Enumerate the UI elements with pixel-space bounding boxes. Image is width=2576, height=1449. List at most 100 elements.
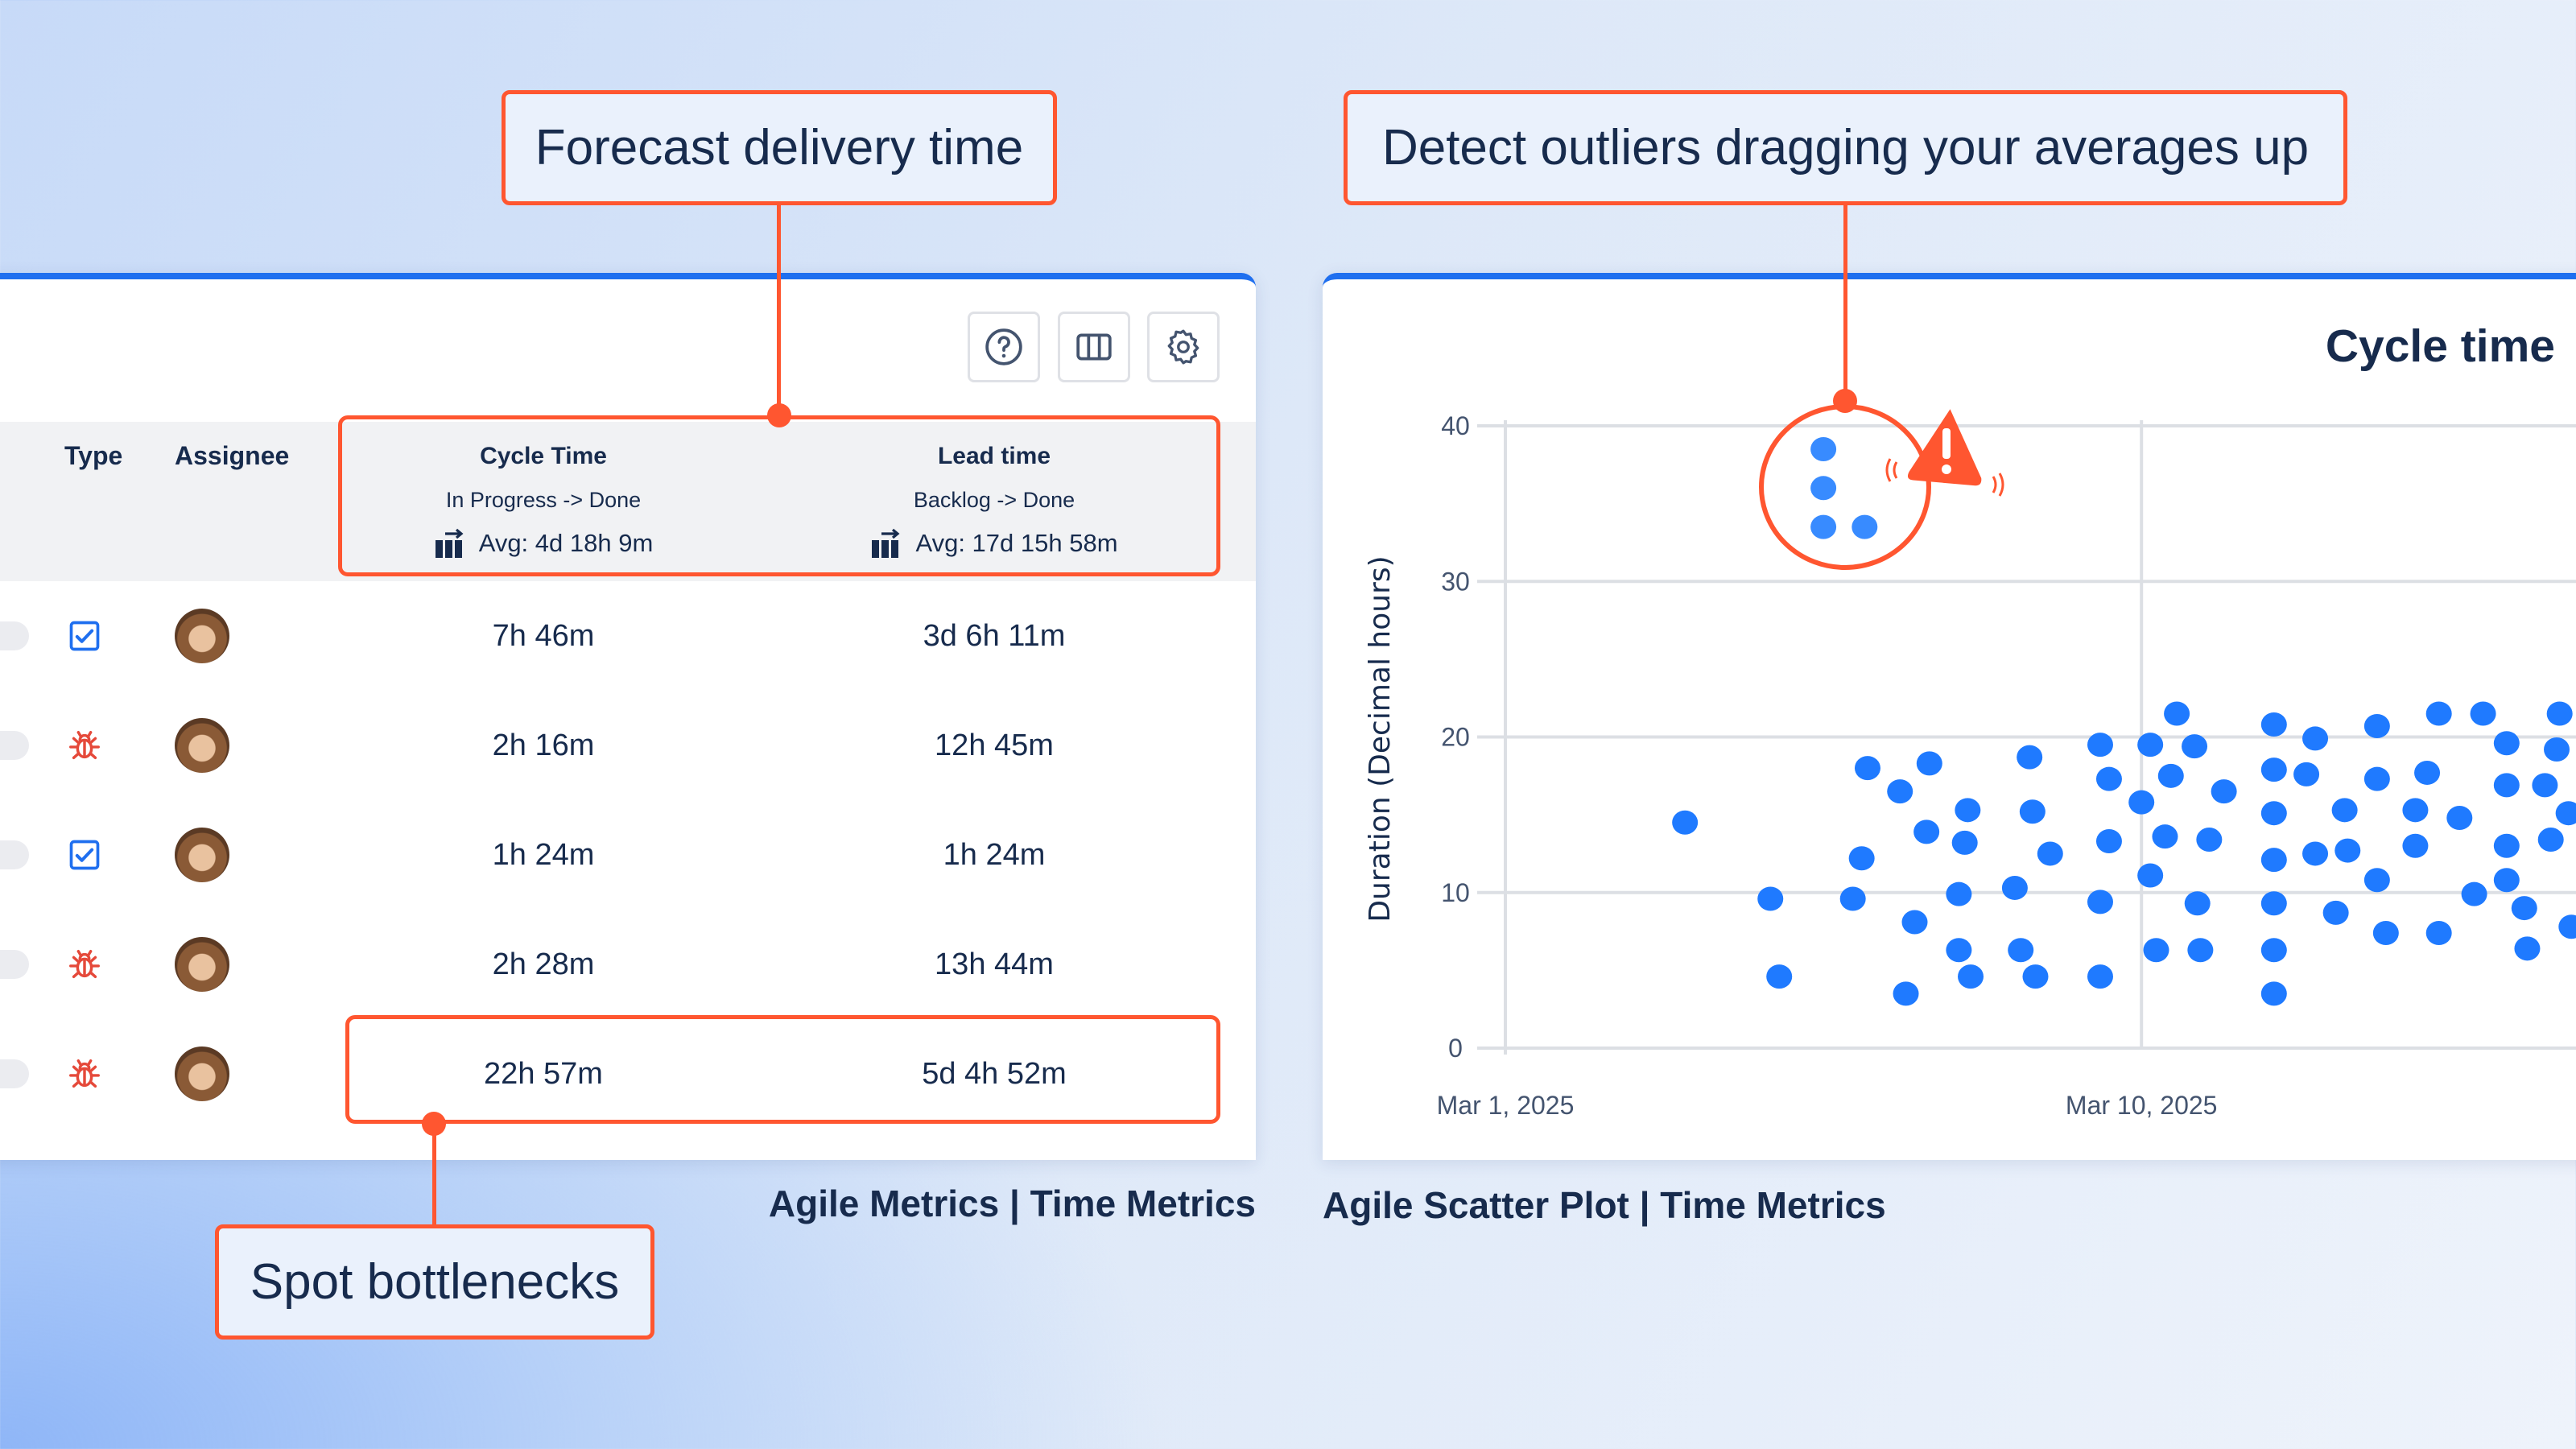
y-tick-label: 0 — [1448, 1034, 1463, 1063]
table-caption: Agile Metrics | Time Metrics — [768, 1183, 1256, 1224]
assignee-avatar[interactable] — [175, 718, 229, 773]
lead-time-cell: 1h 24m — [943, 837, 1046, 872]
data-point — [2363, 713, 2390, 738]
warning-dot — [1942, 464, 1951, 474]
time-columns-highlight — [338, 415, 1220, 576]
data-point — [2260, 758, 2287, 782]
assignee-avatar[interactable] — [175, 609, 229, 663]
row-toggle[interactable] — [0, 950, 29, 979]
outliers-callout: Detect outliers dragging your averages u… — [1344, 90, 2347, 205]
columns-button[interactable] — [1058, 312, 1130, 382]
lead-time-column-header[interactable]: Lead time Backlog -> Done Avg: 17d 15h 5… — [769, 441, 1220, 559]
data-point — [2187, 938, 2214, 963]
bottlenecks-callout: Spot bottlenecks — [215, 1224, 654, 1340]
lead-time-cell: 13h 44m — [935, 947, 1054, 981]
data-point — [1672, 810, 1699, 835]
data-point — [2461, 881, 2487, 906]
cycle-time-column-header[interactable]: Cycle Time In Progress -> Done Avg: 4d 1… — [318, 441, 769, 559]
data-point — [2546, 701, 2573, 726]
data-point — [2425, 920, 2452, 945]
x-tick-label: Mar 10, 2025 — [2066, 1091, 2218, 1120]
bottlenecks-connector — [432, 1124, 436, 1227]
data-point — [2260, 891, 2287, 916]
task-checkbox-icon — [69, 621, 100, 651]
type-cell — [60, 691, 109, 800]
data-point — [2087, 733, 2113, 758]
y-tick-label: 40 — [1441, 411, 1470, 440]
row-toggle[interactable] — [0, 621, 29, 650]
cycle-time-cell: 2h 28m — [492, 947, 595, 981]
slow-row-highlight — [345, 1015, 1220, 1124]
bug-icon — [69, 1059, 100, 1088]
y-axis-label: Duration (Decimal hours) — [1364, 555, 1397, 922]
cycle-time-cell: 22h 57m — [484, 1056, 603, 1091]
row-toggle[interactable] — [0, 731, 29, 760]
assignee-avatar[interactable] — [175, 828, 229, 882]
data-point — [2555, 801, 2576, 826]
time-metrics-table-panel: Type Assignee Cycle Time In Progress -> … — [0, 273, 1256, 1160]
cycle-time-average: Avg: 4d 18h 9m — [478, 529, 654, 557]
data-point — [2260, 938, 2287, 963]
data-point — [1848, 846, 1875, 871]
y-tick-label: 20 — [1441, 723, 1470, 752]
data-point — [2095, 828, 2122, 853]
type-column-header: Type — [64, 441, 123, 470]
chart-title: Cycle time — [2325, 320, 2555, 372]
data-point — [1913, 819, 1940, 844]
average-chart-icon — [435, 528, 464, 558]
data-point — [2143, 938, 2169, 963]
data-point — [1946, 938, 1972, 963]
outliers-connector-dot — [1833, 389, 1857, 413]
table-row[interactable]: 1h 24m 1h 24m — [0, 800, 1256, 910]
data-point — [2211, 779, 2237, 804]
cycle-time-title: Cycle Time — [480, 443, 607, 469]
bottlenecks-connector-dot — [422, 1112, 446, 1136]
data-point — [1916, 751, 1942, 776]
data-point — [2164, 701, 2190, 726]
data-point — [2184, 891, 2211, 916]
settings-button[interactable] — [1147, 312, 1220, 382]
outlier-point — [1810, 514, 1837, 539]
lead-time-average: Avg: 17d 15h 58m — [915, 529, 1118, 557]
row-toggle[interactable] — [0, 840, 29, 869]
assignee-avatar[interactable] — [175, 937, 229, 992]
chart-caption: Agile Scatter Plot | Time Metrics — [1323, 1184, 1886, 1226]
type-cell — [60, 910, 109, 1019]
data-point — [2363, 868, 2390, 893]
outlier-point — [1810, 476, 1837, 501]
data-point — [2137, 733, 2164, 758]
data-point — [2532, 773, 2558, 798]
outlier-point — [1852, 514, 1878, 539]
data-point — [2414, 760, 2441, 785]
data-point — [1901, 910, 1928, 935]
data-point — [2493, 833, 2520, 858]
cycle-time-cell: 7h 46m — [492, 618, 595, 653]
data-point — [2544, 737, 2570, 762]
cycle-time-transition: In Progress -> Done — [445, 488, 642, 512]
data-point — [2302, 841, 2329, 866]
table-row[interactable]: 2h 16m 12h 45m — [0, 691, 1256, 800]
data-point — [2128, 790, 2155, 815]
warning-mark — [1942, 428, 1951, 459]
row-toggle[interactable] — [0, 1059, 29, 1088]
assignee-column-header: Assignee — [175, 441, 290, 470]
data-point — [2260, 981, 2287, 1006]
data-point — [1893, 981, 1919, 1006]
data-point — [2293, 762, 2320, 786]
table-row[interactable]: 7h 46m 3d 6h 11m — [0, 581, 1256, 691]
table-row[interactable]: 22h 57m 5d 4h 52m — [0, 1019, 1256, 1129]
data-point — [2037, 841, 2063, 866]
data-point — [1757, 886, 1784, 911]
lead-time-title: Lead time — [937, 443, 1051, 469]
data-point — [2260, 848, 2287, 873]
outliers-connector — [1843, 205, 1847, 398]
data-point — [2493, 773, 2520, 798]
data-point — [2363, 766, 2390, 791]
table-row[interactable]: 2h 28m 13h 44m — [0, 910, 1256, 1019]
data-point — [2511, 896, 2537, 921]
data-point — [2402, 798, 2429, 823]
data-point — [2537, 828, 2564, 852]
table-header: Type Assignee Cycle Time In Progress -> … — [0, 422, 1256, 581]
help-button[interactable] — [968, 312, 1040, 382]
assignee-avatar[interactable] — [175, 1046, 229, 1101]
